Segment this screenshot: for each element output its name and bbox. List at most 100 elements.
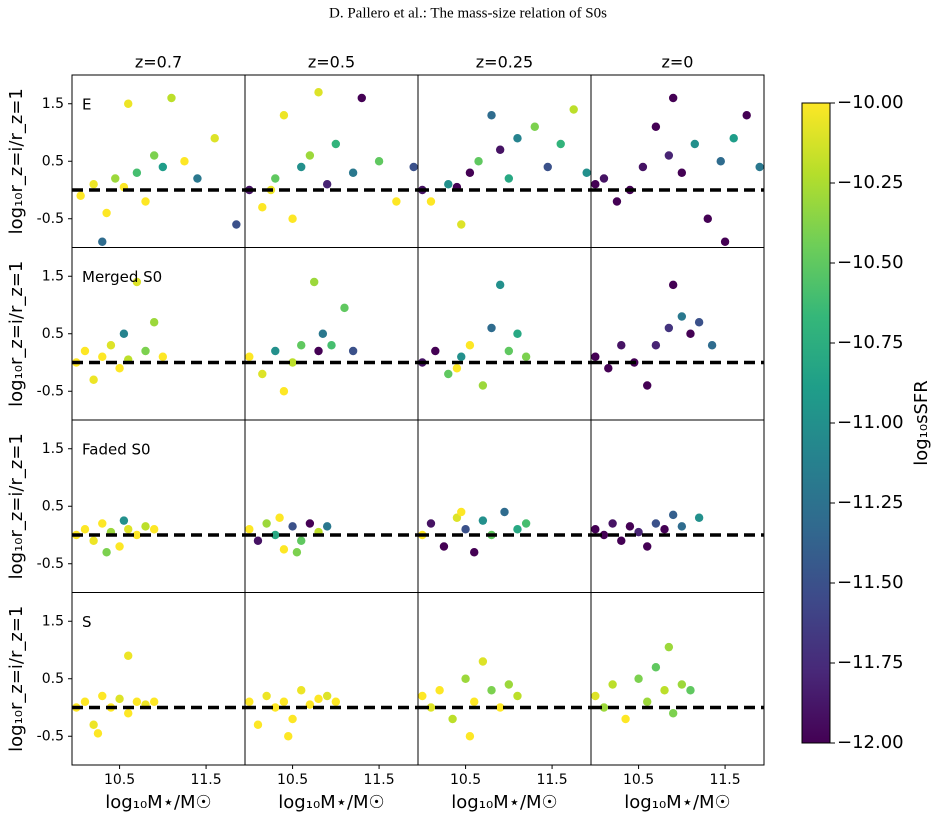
point [297, 162, 306, 172]
point [111, 174, 120, 183]
point [608, 680, 617, 689]
points [418, 657, 522, 741]
point [487, 686, 496, 695]
colorbar-label: log₁₀sSFR [911, 380, 932, 466]
point [258, 369, 267, 379]
point [253, 720, 263, 729]
colorbar-tick-label: −10.75 [837, 332, 904, 353]
column-title: z=0.7 [135, 53, 182, 72]
point [106, 341, 116, 350]
x-tick-label: 11.5 [536, 772, 567, 788]
point [495, 145, 505, 154]
panel-frame [244, 74, 419, 248]
point [686, 329, 695, 338]
point [262, 519, 271, 528]
point [617, 536, 626, 545]
y-axis-label: log₁₀r_z=i/r_z=1 [6, 261, 27, 407]
x-tick-label: 11.5 [190, 772, 221, 788]
point [677, 312, 687, 321]
point [89, 180, 98, 189]
y-tick-label: -0.5 [37, 556, 64, 572]
point [530, 122, 539, 131]
point [668, 709, 678, 718]
point [634, 527, 643, 537]
x-tick-label: 11.5 [709, 772, 740, 788]
point [119, 329, 129, 338]
point [470, 697, 479, 706]
x-tick-label: 10.5 [623, 772, 654, 788]
point [625, 522, 635, 531]
point [115, 694, 124, 704]
y-tick-label: 0.5 [42, 326, 64, 342]
point [664, 151, 674, 160]
point [599, 703, 609, 712]
point [124, 525, 133, 534]
points [591, 280, 717, 390]
point [495, 280, 505, 290]
point [513, 691, 522, 701]
point [245, 352, 254, 361]
point [271, 174, 280, 183]
point [591, 352, 600, 361]
point [322, 691, 332, 701]
point [487, 323, 496, 333]
point [439, 542, 449, 551]
point [262, 691, 271, 701]
point [621, 714, 630, 724]
point [124, 651, 133, 660]
point [271, 346, 280, 356]
point [305, 519, 315, 528]
point [232, 220, 241, 229]
points [418, 105, 591, 229]
point [478, 657, 488, 666]
point [409, 162, 418, 172]
panel [590, 247, 765, 421]
points [245, 277, 358, 396]
point [435, 686, 444, 695]
point [89, 536, 98, 545]
point [288, 358, 297, 367]
point [314, 346, 323, 356]
panel: 10.5 11.5 log₁₀M⋆/M☉ [417, 592, 592, 813]
point [694, 318, 704, 327]
point [504, 174, 514, 183]
point [288, 522, 297, 531]
point [664, 642, 674, 652]
point [504, 680, 514, 689]
point [465, 732, 475, 741]
point [149, 697, 159, 706]
point [284, 732, 293, 741]
panel-frame [417, 247, 592, 421]
point [297, 341, 306, 350]
point [141, 346, 150, 356]
point [418, 691, 427, 701]
x-axis-label: log₁₀M⋆/M☉ [105, 792, 211, 813]
point [651, 122, 661, 131]
point [305, 151, 315, 160]
x-tick-label: 10.5 [277, 772, 308, 788]
colorbar-tick-label: −11.25 [837, 492, 904, 513]
point [98, 519, 107, 528]
point [348, 168, 358, 177]
colorbar [801, 102, 831, 744]
point [124, 99, 133, 108]
colorbar-tick-label: −12.00 [837, 732, 904, 753]
point [694, 513, 704, 522]
point [448, 714, 457, 724]
point [599, 174, 609, 183]
point [426, 197, 436, 206]
point [707, 341, 717, 350]
colorbar-tick-label: −11.00 [837, 412, 904, 433]
point [668, 280, 678, 290]
point [258, 203, 267, 212]
point [591, 691, 600, 701]
point [457, 507, 466, 517]
point [245, 697, 254, 706]
point [634, 674, 643, 683]
point [643, 381, 652, 390]
panel [244, 419, 419, 593]
point [591, 525, 600, 534]
panel: z=0.5 [244, 53, 419, 248]
